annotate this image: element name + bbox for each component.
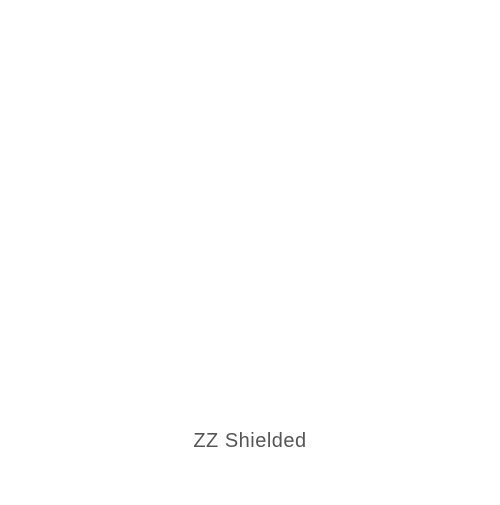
diagram-root: ZZ Shielded xyxy=(0,0,500,500)
bearing-cross-section xyxy=(0,0,500,500)
diagram-caption: ZZ Shielded xyxy=(0,430,500,453)
